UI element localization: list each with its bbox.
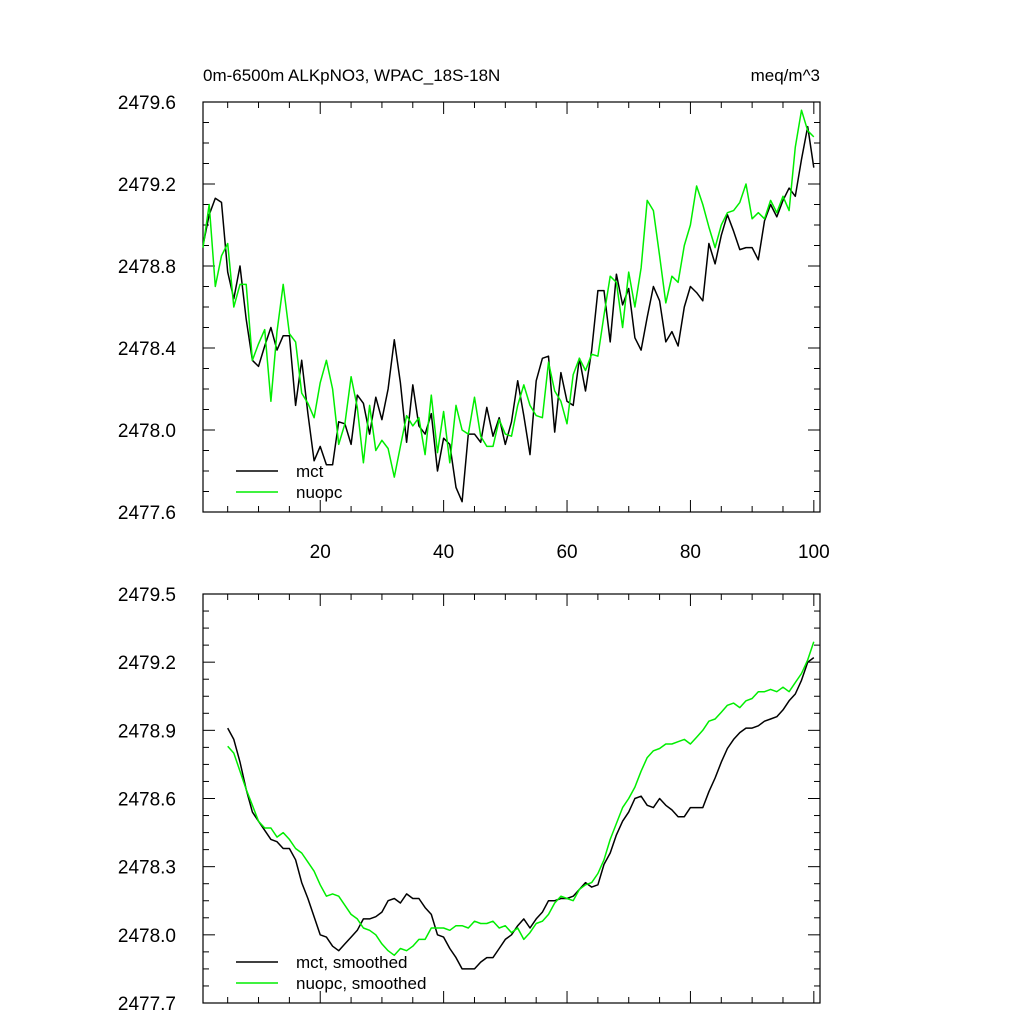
bottom-panel: 2477.7 2478.0 2478.3 2478.6 2478.9 2479.2 2479…: [118, 585, 821, 1015]
y-tick-label: 2478.8: [118, 257, 176, 278]
series-line-nuopc-smoothed: [227, 641, 815, 957]
y-tick-label: 2478.4: [118, 339, 177, 360]
series-line-nuopc: [202, 109, 815, 478]
y-tick-label: 2478.0: [118, 421, 176, 442]
legend-label: nuopc: [296, 483, 343, 502]
plot-frame: [202, 101, 821, 513]
y-tick-label: 2477.6: [118, 503, 176, 524]
top-chart-title: 0m-6500m ALKpNO3, WPAC_18S-18N: [203, 66, 500, 85]
series-line-mct: [202, 125, 815, 503]
x-tick-label: 60: [556, 542, 577, 563]
y-tick-label: 2479.5: [118, 585, 176, 606]
y-tick-label: 2477.7: [118, 994, 176, 1015]
x-tick-label: 100: [798, 542, 830, 563]
y-tick-label: 2478.6: [118, 790, 176, 811]
x-tick-label: 20: [310, 542, 331, 563]
legend-label: mct, smoothed: [296, 953, 408, 972]
legend-label: nuopc, smoothed: [296, 974, 426, 993]
y-tick-label: 2479.2: [118, 653, 176, 674]
y-tick-label: 2478.3: [118, 858, 176, 879]
top-panel: 0m-6500m ALKpNO3, WPAC_18S-18N meq/m^3 2…: [118, 66, 830, 563]
y-tick-label: 2479.6: [118, 93, 176, 114]
legend-label: mct: [296, 462, 324, 481]
x-tick-label: 80: [680, 542, 701, 563]
series-line-mct-smoothed: [227, 657, 815, 970]
plot-frame: [202, 593, 821, 1004]
top-chart-units: meq/m^3: [751, 66, 820, 85]
y-tick-label: 2479.2: [118, 175, 176, 196]
y-tick-label: 2478.0: [118, 926, 176, 947]
y-tick-label: 2478.9: [118, 721, 176, 742]
x-tick-label: 40: [433, 542, 454, 563]
